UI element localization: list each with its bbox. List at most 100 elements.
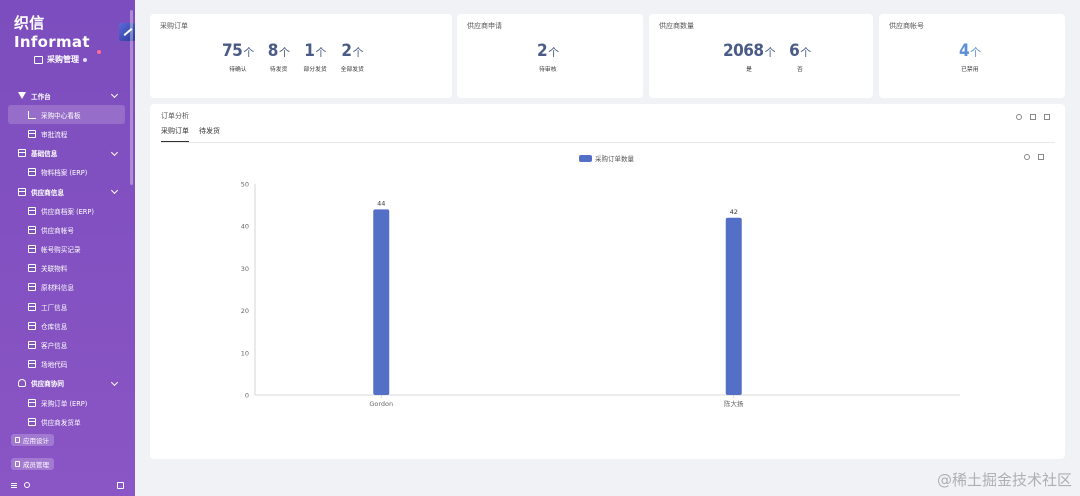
grid-icon <box>28 321 36 330</box>
chevron-down-icon[interactable] <box>110 148 119 156</box>
chart-icon <box>28 110 36 119</box>
chart-legend[interactable]: 采购订单数量 <box>579 153 634 163</box>
sidebar-item-supplier-archive[interactable]: 供应商档案 (ERP) <box>0 201 135 220</box>
grid-icon <box>18 149 26 158</box>
stat-item[interactable]: 2个待审核 <box>537 41 559 73</box>
stat-number: 75 <box>222 41 243 61</box>
stat-label: 待确认 <box>229 67 247 73</box>
y-tick-label: 20 <box>241 307 249 315</box>
sidebar-item-related-material[interactable]: 关联物料 <box>0 259 135 278</box>
stat-item[interactable]: 8个 待发货 <box>268 41 290 73</box>
stat-value: 2个 <box>537 41 559 63</box>
sidebar-item-purchase-order[interactable]: 采购订单 (ERP) <box>0 393 135 412</box>
stat-item[interactable]: 6个否 <box>789 41 811 73</box>
sidebar-item-label: 帐号购买记录 <box>41 246 81 255</box>
analysis-tabs: 采购订单 待发货 <box>161 126 230 142</box>
design-icon <box>15 437 20 443</box>
app-design-button[interactable]: 应用设计 <box>11 434 54 446</box>
grid-icon <box>28 225 36 234</box>
home-icon[interactable] <box>24 482 30 488</box>
sidebar-item-material-archive[interactable]: 物料档案 (ERP) <box>0 163 135 182</box>
grid-icon <box>28 360 36 369</box>
user-icon <box>18 379 26 388</box>
order-analysis-panel: 订单分析 采购订单 待发货 采购订单数量 0 10 20 30 40 50 44 Gordon… <box>150 104 1065 459</box>
sidebar-item-site-code[interactable]: 场地代码 <box>0 355 135 374</box>
sidebar-item-label: 关联物料 <box>41 265 68 274</box>
sidebar-item-basic-info[interactable]: 基础信息 <box>0 144 135 163</box>
stat-unit: 个 <box>970 46 981 59</box>
chart-refresh-icon[interactable] <box>1024 154 1030 160</box>
bar-chart: 0 10 20 30 40 50 44 Gordon 42 陈大扬 <box>241 181 960 408</box>
bar-陈大扬[interactable] <box>725 217 742 395</box>
stat-number: 4 <box>959 41 970 61</box>
supplier-count-stats: 2068个是 6个否 <box>723 41 811 73</box>
stat-unit: 个 <box>352 46 364 59</box>
sidebar-item-label: 工作台 <box>31 92 51 101</box>
purchase-order-card: 采购订单 75个 待确认 8个 待发货 1个 部分发货 2个 全部发货 <box>150 14 452 98</box>
y-tick-label: 40 <box>241 223 249 231</box>
sidebar-item-supplier-delivery[interactable]: 供应商发货单 <box>0 412 135 431</box>
grid-icon <box>28 245 36 254</box>
refresh-icon[interactable] <box>1016 114 1022 120</box>
module-switcher[interactable]: 采购管理 <box>34 50 101 65</box>
sidebar-item-warehouse-info[interactable]: 仓库信息 <box>0 316 135 335</box>
sidebar-item-raw-material-info[interactable]: 原材料信息 <box>0 278 135 297</box>
stat-item[interactable]: 1个 部分发货 <box>303 41 326 73</box>
chart-open-icon[interactable] <box>1038 154 1044 160</box>
chevron-down-icon[interactable] <box>110 378 119 386</box>
grid-icon <box>28 398 36 407</box>
tab-purchase-order[interactable]: 采购订单 <box>161 126 189 142</box>
sidebar-item-purchase-dashboard[interactable]: 采购中心看板 <box>8 105 125 125</box>
grid-icon <box>28 302 36 311</box>
menu-icon[interactable] <box>11 482 17 488</box>
stat-value: 75个 <box>222 41 254 63</box>
stat-label: 待审核 <box>539 67 557 73</box>
x-tick-label: 陈大扬 <box>724 399 744 408</box>
cart-icon <box>34 55 43 64</box>
settings-dot-icon[interactable] <box>83 57 87 62</box>
legend-label: 采购订单数量 <box>595 155 634 163</box>
sidebar-item-customer-info[interactable]: 客户信息 <box>0 335 135 354</box>
stat-item[interactable]: 75个待确认 <box>222 41 254 73</box>
stat-number: 2 <box>341 41 352 61</box>
sidebar-scrollbar[interactable] <box>130 10 133 185</box>
stat-item[interactable]: 2068个是 <box>723 41 776 73</box>
tab-pending-shipment[interactable]: 待发货 <box>199 127 220 135</box>
bar-Gordon[interactable] <box>373 209 390 395</box>
app-design-label: 应用设计 <box>23 437 49 445</box>
sidebar-item-label: 仓库信息 <box>41 322 68 331</box>
sidebar-item-supplier-info[interactable]: 供应商信息 <box>0 182 135 201</box>
sidebar-item-factory-info[interactable]: 工厂信息 <box>0 297 135 316</box>
sidebar-item-workbench[interactable]: 工作台 <box>0 86 135 105</box>
stat-unit: 个 <box>764 46 776 59</box>
open-external-icon[interactable] <box>1044 114 1050 120</box>
fullscreen-icon[interactable] <box>1030 114 1036 120</box>
stat-unit: 个 <box>243 46 254 59</box>
sidebar-item-approval-flow[interactable]: 审批流程 <box>0 124 135 143</box>
stat-item[interactable]: 4个 已禁用 <box>959 41 981 73</box>
app-logo[interactable]: 织信 Informat <box>14 12 135 51</box>
panel-title: 订单分析 <box>161 112 189 120</box>
sidebar-menu: 工作台采购中心看板审批流程基础信息物料档案 (ERP) 供应商信息 供应商档案 (E… <box>0 86 135 431</box>
chevron-down-icon[interactable] <box>110 186 119 194</box>
collapse-sidebar-icon[interactable] <box>117 481 124 489</box>
grid-icon <box>28 264 36 273</box>
stat-value: 2068个 <box>723 41 776 63</box>
sidebar-item-supplier-collab[interactable]: 供应商协同 <box>0 374 135 393</box>
notification-dot-icon <box>97 50 101 54</box>
grid-icon <box>28 129 36 138</box>
chevron-down-icon[interactable] <box>110 90 119 99</box>
sidebar-item-account-purchase-record[interactable]: 帐号购买记录 <box>0 240 135 259</box>
stat-item[interactable]: 2个 全部发货 <box>341 41 364 73</box>
sidebar-item-label: 场地代码 <box>41 361 68 370</box>
sidebar-item-label: 采购中心看板 <box>41 111 81 120</box>
sidebar-item-label: 原材料信息 <box>41 284 74 293</box>
sidebar-item-supplier-account[interactable]: 供应商帐号 <box>0 220 135 239</box>
member-management-button[interactable]: 成员管理 <box>11 458 54 470</box>
sidebar-item-label: 基础信息 <box>31 150 58 159</box>
logo-text: 织信 Informat <box>14 14 90 51</box>
funnel-icon <box>18 92 26 100</box>
stat-unit: 个 <box>800 46 811 59</box>
member-management-label: 成员管理 <box>23 461 49 469</box>
sidebar-item-label: 供应商发货单 <box>41 418 81 427</box>
